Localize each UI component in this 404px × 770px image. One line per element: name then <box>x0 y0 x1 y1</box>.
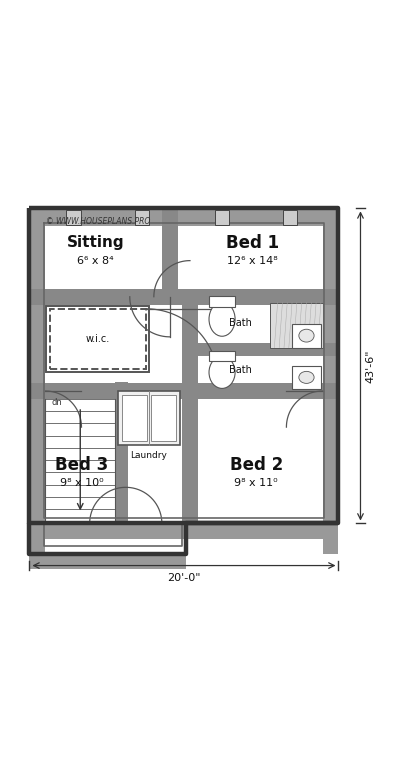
Bar <box>162 209 178 296</box>
Bar <box>122 395 147 441</box>
Bar <box>115 382 128 524</box>
Bar <box>182 391 198 524</box>
Bar <box>29 383 339 399</box>
Text: Bed 3: Bed 3 <box>55 457 108 474</box>
Bar <box>322 209 339 554</box>
Bar <box>270 303 322 348</box>
Text: 9⁸ x 11⁰: 9⁸ x 11⁰ <box>234 478 278 488</box>
Bar <box>66 210 81 226</box>
Bar <box>190 343 339 357</box>
Text: Laundry: Laundry <box>130 450 167 460</box>
Ellipse shape <box>299 330 314 342</box>
Bar <box>29 289 339 305</box>
Bar <box>182 296 198 391</box>
Ellipse shape <box>299 371 314 383</box>
Bar <box>215 210 229 226</box>
Ellipse shape <box>209 357 235 388</box>
Bar <box>118 391 180 445</box>
Bar <box>50 309 146 369</box>
Text: Bed 2: Bed 2 <box>229 457 283 474</box>
Bar <box>151 395 176 441</box>
Bar <box>29 209 339 554</box>
Bar <box>209 296 235 307</box>
Text: Sitting: Sitting <box>67 235 124 250</box>
Text: dn: dn <box>52 398 62 407</box>
Bar <box>46 306 149 372</box>
Bar <box>29 524 45 554</box>
Text: w.i.c.: w.i.c. <box>86 334 110 344</box>
Text: 12⁶ x 14⁸: 12⁶ x 14⁸ <box>227 256 278 266</box>
Text: © WWW.HOUSEPLANS.PRO: © WWW.HOUSEPLANS.PRO <box>46 217 150 226</box>
Bar <box>29 209 339 226</box>
Bar <box>292 323 320 348</box>
Bar <box>283 210 297 226</box>
Text: Bath: Bath <box>229 365 252 375</box>
Bar <box>29 209 45 554</box>
Bar <box>135 210 149 226</box>
Bar <box>292 366 320 389</box>
Bar <box>29 554 186 569</box>
Text: Bed 1: Bed 1 <box>225 233 279 252</box>
Text: 20'-0": 20'-0" <box>167 573 201 583</box>
Text: Bath: Bath <box>229 318 252 328</box>
Bar <box>29 524 339 539</box>
Text: 6⁶ x 8⁴: 6⁶ x 8⁴ <box>77 256 114 266</box>
Text: 43'-6": 43'-6" <box>366 349 375 383</box>
Bar <box>209 351 235 361</box>
Ellipse shape <box>209 302 235 336</box>
Text: 9⁸ x 10⁰: 9⁸ x 10⁰ <box>60 478 103 488</box>
